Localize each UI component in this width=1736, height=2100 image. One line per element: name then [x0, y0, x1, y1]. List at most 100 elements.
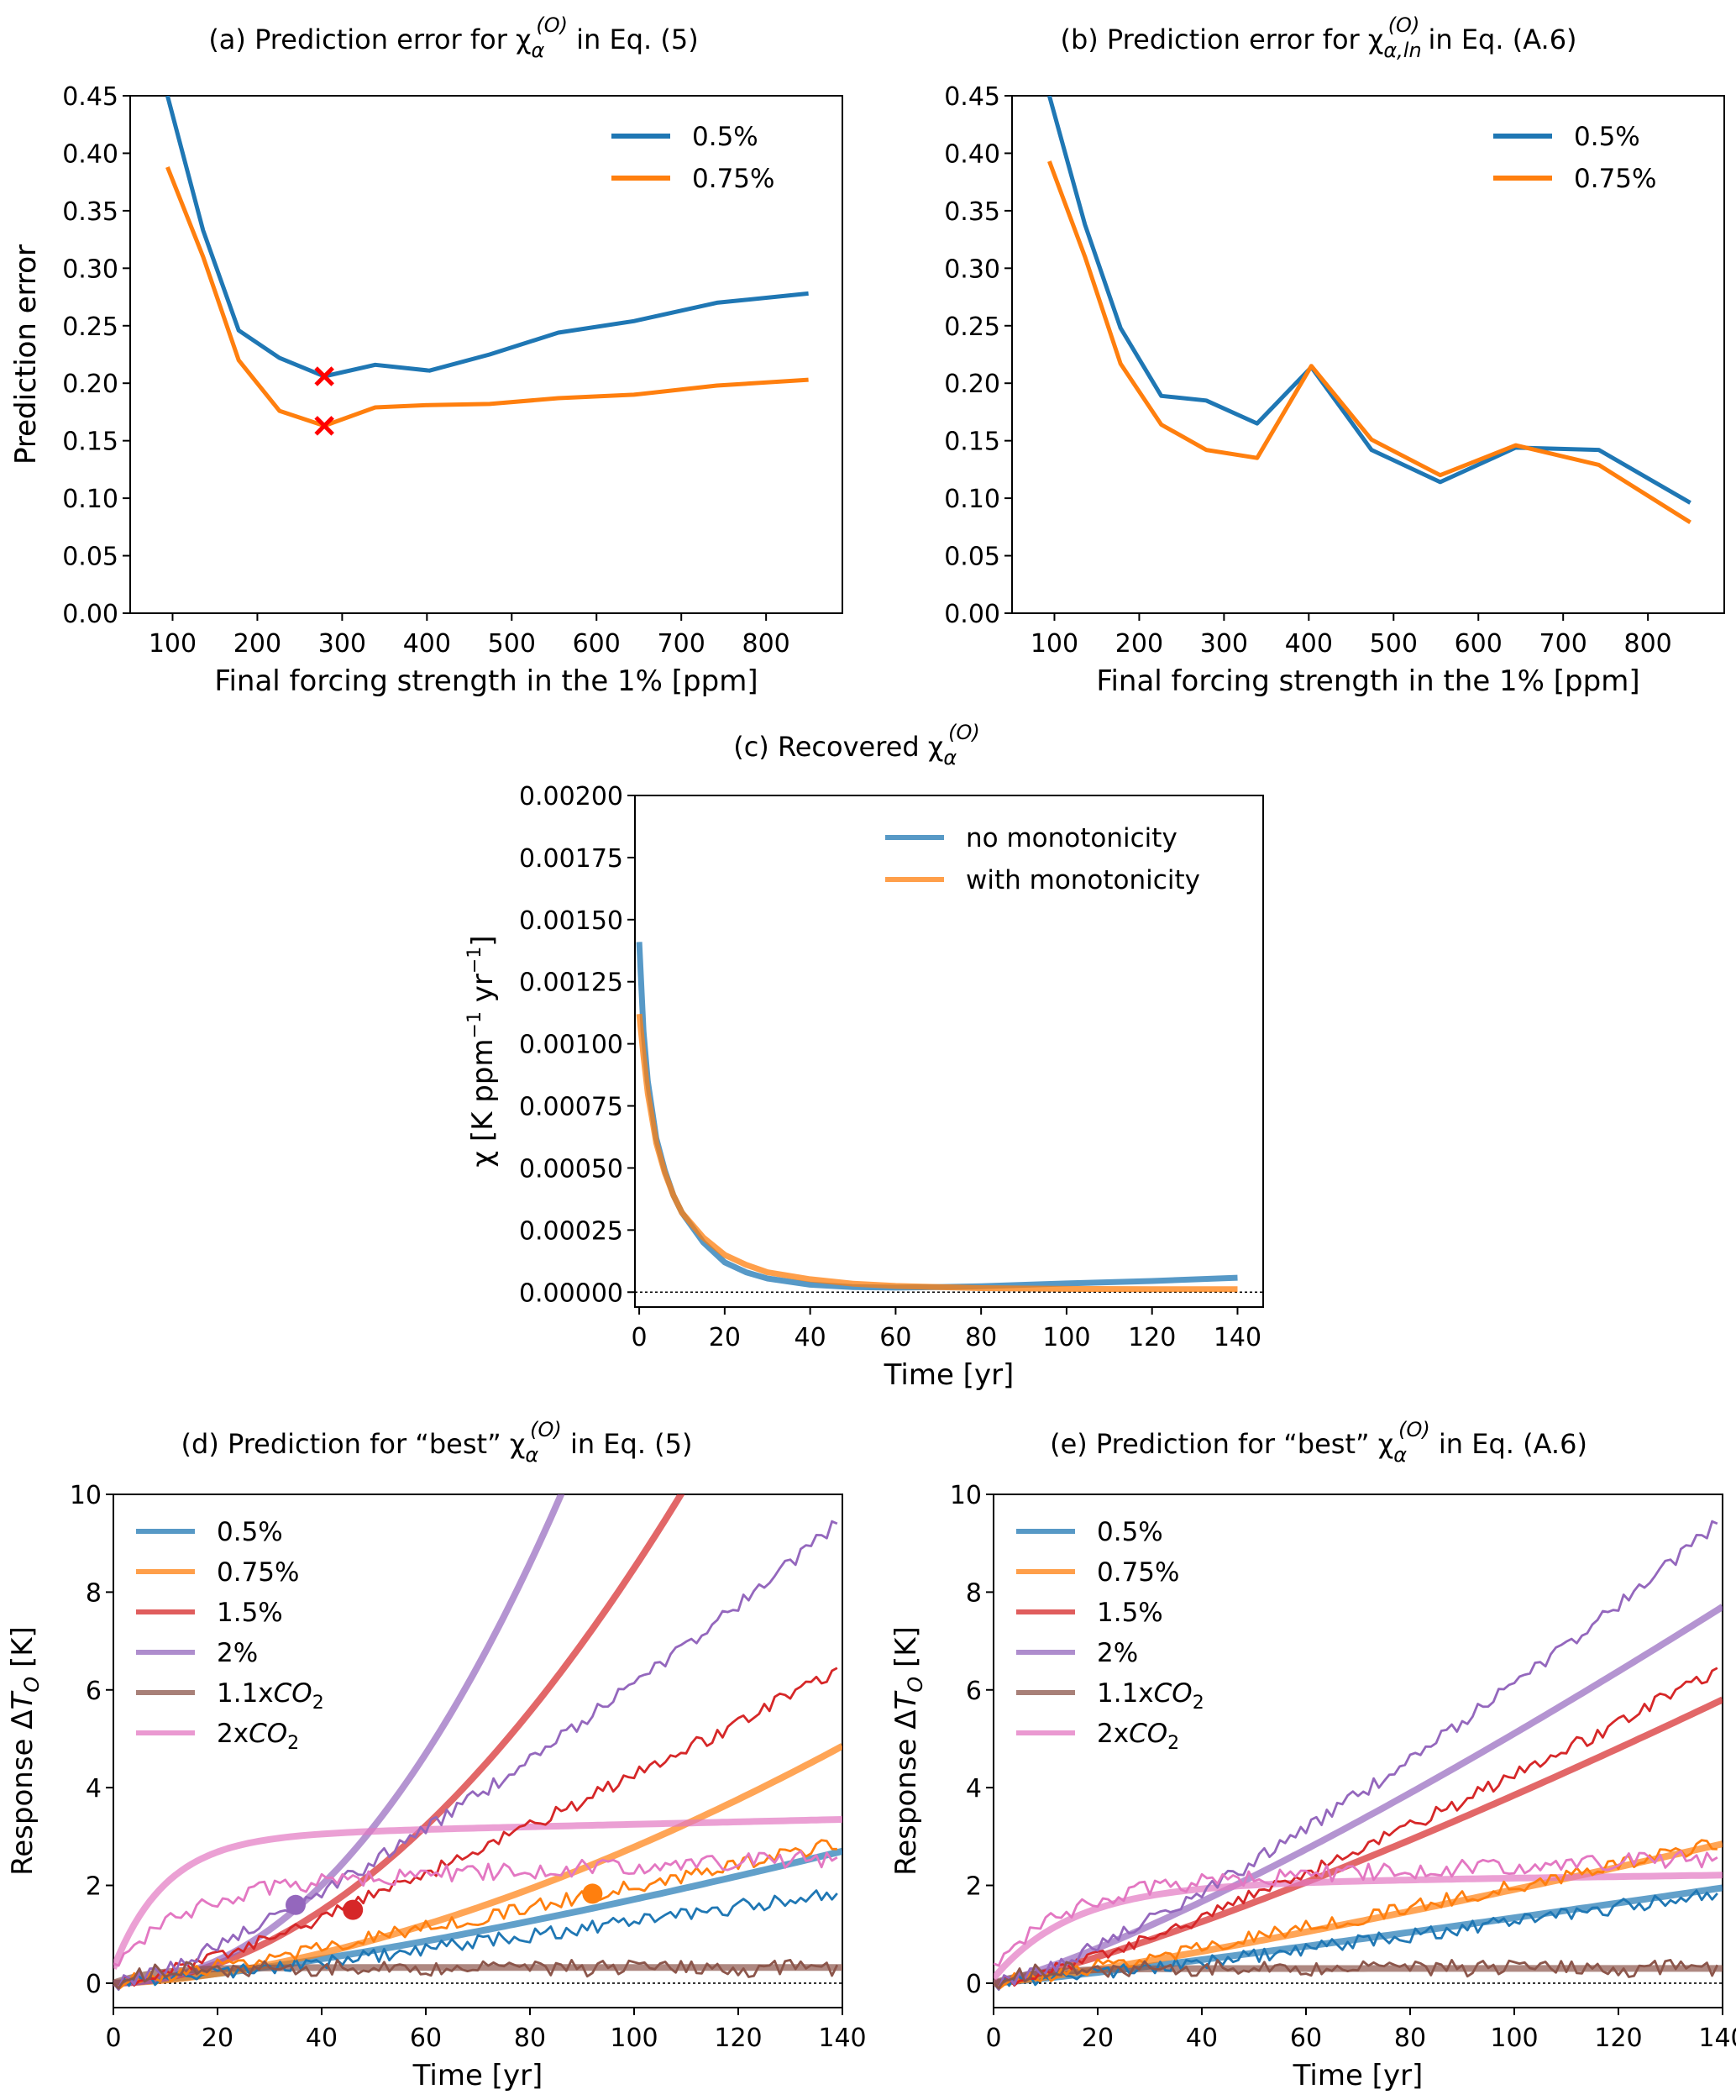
x-tick-label: 60 [1290, 2024, 1322, 2053]
legend-label: 0.75% [1574, 164, 1656, 194]
training-point-marker [343, 1899, 364, 1920]
legend-label: 1.5% [217, 1598, 283, 1628]
panel-title: (d) Prediction for “best” χα(O) in Eq. (… [181, 1418, 693, 1467]
panel-title: (e) Prediction for “best” χα(O) in Eq. (… [1050, 1418, 1587, 1467]
y-tick-label: 0.35 [944, 197, 1000, 227]
training-point-marker [286, 1894, 306, 1915]
y-tick-label: 0.35 [62, 197, 118, 227]
x-tick-label: 60 [410, 2024, 442, 2053]
x-tick-label: 100 [1042, 1323, 1090, 1352]
x-tick-label: 600 [573, 629, 621, 659]
legend-label: 0.5% [1574, 122, 1640, 152]
legend-label: 1.1xCO2 [217, 1678, 324, 1714]
training-point-marker [582, 1883, 603, 1904]
observed-line-2xCO2 [113, 1850, 838, 1967]
observed-line-2 [113, 1520, 838, 1991]
panel-title: (b) Prediction error for χα,ln(O) in Eq.… [1060, 13, 1576, 62]
minimum-x-marker [314, 416, 334, 436]
y-tick-label: 2 [966, 1872, 982, 1902]
y-tick-label: 0 [966, 1970, 982, 1999]
series-group [1046, 96, 1691, 525]
series-line-075 [1047, 160, 1691, 525]
y-tick-label: 0.05 [62, 543, 118, 572]
x-axis-label: Time [yr] [884, 1358, 1015, 1392]
observed-line-15 [994, 1667, 1718, 1991]
x-tick-label: 140 [1214, 1323, 1261, 1352]
y-axis-label: χ [K ppm−1 yr−1] [464, 935, 500, 1167]
series-line-05 [165, 96, 809, 379]
y-tick-label: 0.25 [62, 312, 118, 342]
y-tick-label: 0.00 [62, 600, 118, 629]
series-group [636, 942, 1238, 1293]
x-tick-label: 0 [985, 2024, 1001, 2053]
y-tick-label: 2 [86, 1872, 102, 1902]
x-tick-label: 100 [149, 629, 197, 659]
x-axis-label: Final forcing strength in the 1% [ppm] [1096, 664, 1639, 698]
legend-label: 2% [1097, 1638, 1138, 1668]
x-tick-label: 20 [202, 2024, 233, 2053]
plot-frame [129, 95, 843, 614]
panel-title: (c) Recovered χα(O) [733, 721, 980, 769]
y-tick-label: 0.00 [944, 600, 1000, 629]
x-tick-label: 800 [742, 629, 790, 659]
y-axis-label: Prediction error [9, 244, 43, 465]
series-line-with-monotonicity [636, 1013, 1238, 1293]
series-group [165, 96, 809, 428]
x-tick-label: 200 [1115, 629, 1163, 659]
series-line-no-monotonicity [636, 942, 1238, 1291]
y-tick-label: 0.05 [944, 543, 1000, 572]
x-tick-label: 600 [1455, 629, 1503, 659]
y-axis-label: Response ΔTO [K] [6, 1626, 44, 1876]
legend-label: 1.1xCO2 [1097, 1678, 1204, 1714]
x-tick-label: 140 [818, 2024, 866, 2053]
observed-line-075 [113, 1839, 837, 1991]
legend-label: 0.5% [217, 1517, 283, 1547]
y-tick-label: 0.15 [944, 428, 1000, 457]
x-tick-label: 80 [1394, 2024, 1426, 2053]
x-tick-label: 20 [709, 1323, 741, 1352]
x-tick-label: 300 [1200, 629, 1248, 659]
y-tick-label: 8 [86, 1578, 102, 1608]
x-axis-label: Time [yr] [1293, 2059, 1424, 2092]
x-tick-label: 40 [795, 1323, 826, 1352]
x-tick-label: 400 [403, 629, 451, 659]
y-tick-label: 10 [70, 1481, 102, 1510]
observed-line-15 [113, 1667, 838, 1991]
x-tick-label: 500 [488, 629, 536, 659]
series-group [113, 1494, 842, 1991]
y-tick-label: 0.10 [944, 485, 1000, 514]
x-axis-label: Time [yr] [412, 2059, 543, 2092]
panel-e: (e) Prediction for “best” χα(O) in Eq. (… [889, 1418, 1736, 2092]
x-tick-label: 120 [1594, 2024, 1642, 2053]
prediction-line-075 [113, 1743, 842, 1987]
observed-line-2 [994, 1520, 1718, 1991]
y-tick-label: 0.40 [62, 139, 118, 169]
x-tick-label: 500 [1370, 629, 1418, 659]
y-tick-label: 0.10 [62, 485, 118, 514]
y-tick-label: 0.00100 [519, 1031, 623, 1060]
series-group [994, 1520, 1723, 1991]
plot-frame [634, 795, 1264, 1308]
x-tick-label: 100 [1031, 629, 1078, 659]
observed-line-05 [113, 1889, 838, 1991]
prediction-line-2 [994, 1604, 1723, 1987]
x-tick-label: 300 [318, 629, 366, 659]
x-tick-label: 100 [1490, 2024, 1538, 2053]
plot-frame [993, 1494, 1723, 2008]
plot-frame [1011, 95, 1725, 614]
x-tick-label: 700 [658, 629, 705, 659]
y-tick-label: 0.00000 [519, 1278, 623, 1308]
x-tick-label: 20 [1082, 2024, 1114, 2053]
y-tick-label: 0.30 [944, 255, 1000, 284]
x-tick-label: 700 [1539, 629, 1587, 659]
y-tick-label: 0.45 [62, 82, 118, 112]
y-tick-label: 0.20 [944, 370, 1000, 399]
x-tick-label: 120 [1128, 1323, 1176, 1352]
x-tick-label: 0 [105, 2024, 121, 2053]
prediction-line-15 [113, 1494, 685, 1987]
observed-line-075 [994, 1839, 1718, 1991]
x-tick-label: 800 [1624, 629, 1672, 659]
x-tick-label: 80 [965, 1323, 997, 1352]
legend-label: 0.75% [692, 164, 774, 194]
y-tick-label: 6 [86, 1677, 102, 1706]
